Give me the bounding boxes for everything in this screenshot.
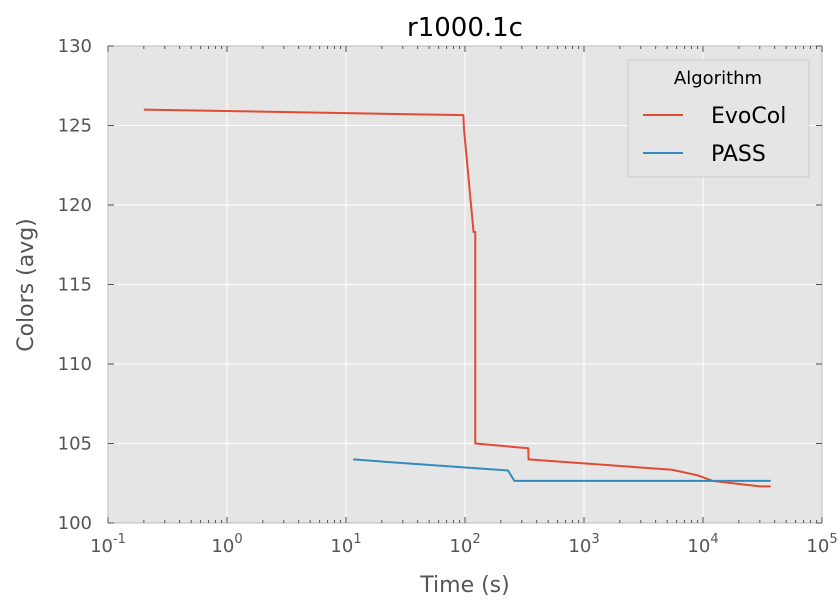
y-tick-label: 120 [58,195,92,216]
y-tick-label: 105 [58,434,92,455]
y-axis-label: Colors (avg) [14,218,39,352]
x-tick-label: 100 [211,532,242,557]
legend-label-evocol: EvoCol [711,104,786,129]
x-tick-labels: 10-1 100 101 102 103 104 105 [90,532,838,557]
y-tick-label: 115 [58,275,92,296]
x-axis-label: Time (s) [419,573,509,598]
x-tick-label: 105 [806,532,837,557]
y-tick-labels: 100 105 110 115 120 125 130 [58,36,92,534]
chart-title: r1000.1c [407,13,523,43]
x-tick-label: 101 [330,532,361,557]
legend-label-pass: PASS [711,142,766,167]
y-tick-label: 125 [58,116,92,137]
legend: Algorithm EvoCol PASS [628,60,809,177]
y-tick-label: 110 [58,354,92,375]
x-tick-label: 104 [687,532,718,557]
x-tick-label: 102 [449,532,480,557]
x-tick-label: 10-1 [90,532,126,557]
x-tick-label: 103 [568,532,599,557]
legend-title: Algorithm [674,68,762,89]
y-tick-label: 100 [58,513,92,534]
y-tick-label: 130 [58,36,92,57]
